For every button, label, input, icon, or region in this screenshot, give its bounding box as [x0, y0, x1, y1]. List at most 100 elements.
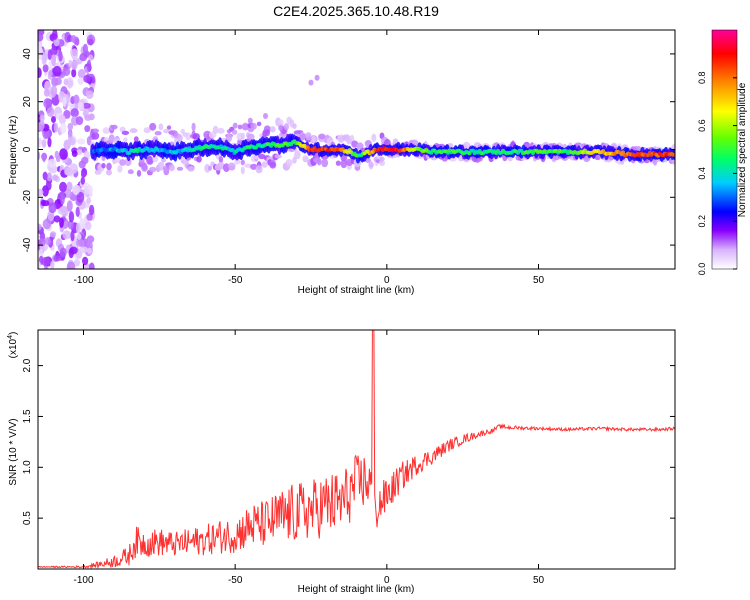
- heatmap-cell-172: [86, 197, 92, 204]
- heatmap-cell-341: [108, 134, 115, 144]
- heatmap-cell-275: [71, 60, 78, 70]
- heatmap-cell-565: [311, 135, 317, 143]
- heatmap-cell-193: [84, 114, 92, 121]
- heatmap-cell-240: [68, 247, 74, 259]
- heatmap-cell-269: [79, 246, 88, 254]
- snr-frame: [37, 329, 676, 570]
- heatmap-cell-334: [101, 156, 106, 161]
- heatmap-cell-95: [47, 158, 57, 168]
- heatmap-cell-317: [38, 67, 42, 78]
- heatmap-cell-265: [53, 122, 59, 133]
- heatmap-cell-238: [69, 262, 75, 269]
- heatmap-cell-966: [232, 122, 238, 129]
- heatmap-cell-189: [56, 155, 61, 163]
- heatmap-cell-965: [308, 79, 314, 86]
- heatmap-cell-425: [185, 132, 192, 141]
- heatmap-cell-293: [83, 74, 91, 83]
- heatmap-cell-451: [208, 165, 212, 171]
- colorbar-gradient: [711, 29, 738, 270]
- heatmap-cell-421: [180, 128, 185, 134]
- heatmap-cell-143: [73, 259, 81, 267]
- heatmap-cell-133: [88, 54, 94, 61]
- heatmap-cell-597: [340, 159, 348, 169]
- heatmap-cell-210: [38, 141, 42, 148]
- heatmap-cell-227: [62, 230, 72, 240]
- colorbar-tick-label: 0.8: [697, 72, 707, 85]
- heatmap-cell-287: [75, 239, 85, 247]
- y-tick-label: 20: [22, 96, 33, 108]
- heatmap-cell-148: [38, 46, 43, 54]
- heatmap-cell-285: [50, 260, 55, 269]
- heatmap-cell-486: [240, 159, 245, 166]
- heatmap-cell-962: [247, 117, 253, 124]
- y-tick-label: -20: [22, 190, 33, 205]
- heatmap-cell-255: [46, 172, 52, 182]
- snr-ylabel: SNR (10 * V/V): [8, 418, 19, 485]
- heatmap-cell-304: [84, 185, 88, 198]
- heatmap-cell-302: [48, 70, 53, 77]
- heatmap-cell-283: [80, 176, 86, 185]
- heatmap-cell-274: [75, 206, 80, 217]
- heatmap-cell-350: [117, 165, 123, 173]
- heatmap-cell-249: [47, 49, 52, 61]
- heatmap-cell-270: [58, 50, 63, 62]
- heatmap-cell-267: [51, 116, 56, 123]
- colorbar-label: Normalized spectral amplitude: [737, 82, 748, 217]
- heatmap-cell-382: [143, 127, 151, 134]
- heatmap-cell-348: [113, 157, 122, 164]
- colorbar-ticks: 0.0 0.2 0.4 0.6 0.8: [697, 72, 737, 275]
- heatmap-cell-319: [51, 54, 56, 67]
- heatmap-cell-487: [240, 132, 245, 140]
- heatmap-cell-431: [191, 122, 196, 132]
- heatmap-cell-254: [38, 223, 42, 231]
- heatmap-cell-553: [299, 133, 307, 141]
- heatmap-cell-181: [77, 77, 84, 85]
- x-tick-label: 0: [384, 275, 390, 286]
- heatmap-cell-386: [149, 166, 157, 173]
- heatmap-cell-139: [82, 102, 91, 109]
- heatmap-cell-315: [42, 200, 50, 207]
- heatmap-cell-216: [50, 85, 58, 97]
- heatmap-cell-279: [59, 181, 67, 193]
- heatmap-cell-310: [41, 54, 47, 66]
- y-tick-label: 1.0: [22, 460, 33, 474]
- heatmap-cell-396: [157, 161, 165, 171]
- colorbar: 0.0 0.2 0.4 0.6 0.8 Normalized spectral ampl…: [697, 29, 748, 275]
- heatmap-cell-323: [91, 132, 100, 140]
- snr-series-line: [38, 330, 675, 569]
- heatmap-cell-499: [250, 163, 258, 170]
- heatmap-cell-418: [177, 134, 183, 143]
- heatmap-cell-312: [66, 200, 73, 212]
- heatmap-cell-356: [121, 130, 130, 135]
- heatmap-cell-163: [49, 231, 57, 238]
- y-tick-label: -40: [22, 237, 33, 252]
- heatmap-cell-513: [264, 129, 270, 137]
- heatmap-cell-105: [38, 188, 44, 197]
- heatmap-cell-484: [237, 124, 243, 130]
- spectrogram-panel: -100 -50 0 50 -40 -20 0 20 40 Height of straight…: [8, 29, 676, 296]
- heatmap-cell-268: [71, 150, 78, 158]
- heatmap-cell-78: [52, 174, 59, 181]
- heatmap-cell-577: [321, 158, 329, 168]
- colorbar-tick-label: 0.4: [697, 167, 707, 180]
- heatmap-cell-533: [283, 123, 290, 131]
- spectrogram-ticks: -100 -50 0 50 -40 -20 0 20 40: [22, 30, 675, 286]
- heatmap-cell-175: [44, 237, 51, 246]
- heatmap-cell-339: [106, 162, 112, 171]
- x-tick-label: 50: [533, 575, 545, 586]
- heatmap-cell-405: [166, 125, 172, 130]
- x-tick-label: -100: [73, 275, 93, 286]
- y-tick-label: 1.5: [22, 409, 33, 423]
- heatmap-cell-80: [79, 218, 85, 230]
- heatmap-cell-258: [41, 256, 50, 267]
- heatmap-cell-291: [59, 114, 66, 125]
- heatmap-cell-311: [53, 255, 62, 262]
- spectrogram-heatmap: [38, 30, 675, 269]
- heatmap-cell-485: [240, 166, 245, 175]
- heatmap-cell-206: [84, 125, 91, 133]
- heatmap-cell-461: [217, 127, 225, 134]
- heatmap-cell-201: [62, 67, 71, 76]
- heatmap-cell-1327: [230, 148, 235, 152]
- x-tick-label: -100: [73, 575, 93, 586]
- heatmap-cell-170: [46, 106, 55, 117]
